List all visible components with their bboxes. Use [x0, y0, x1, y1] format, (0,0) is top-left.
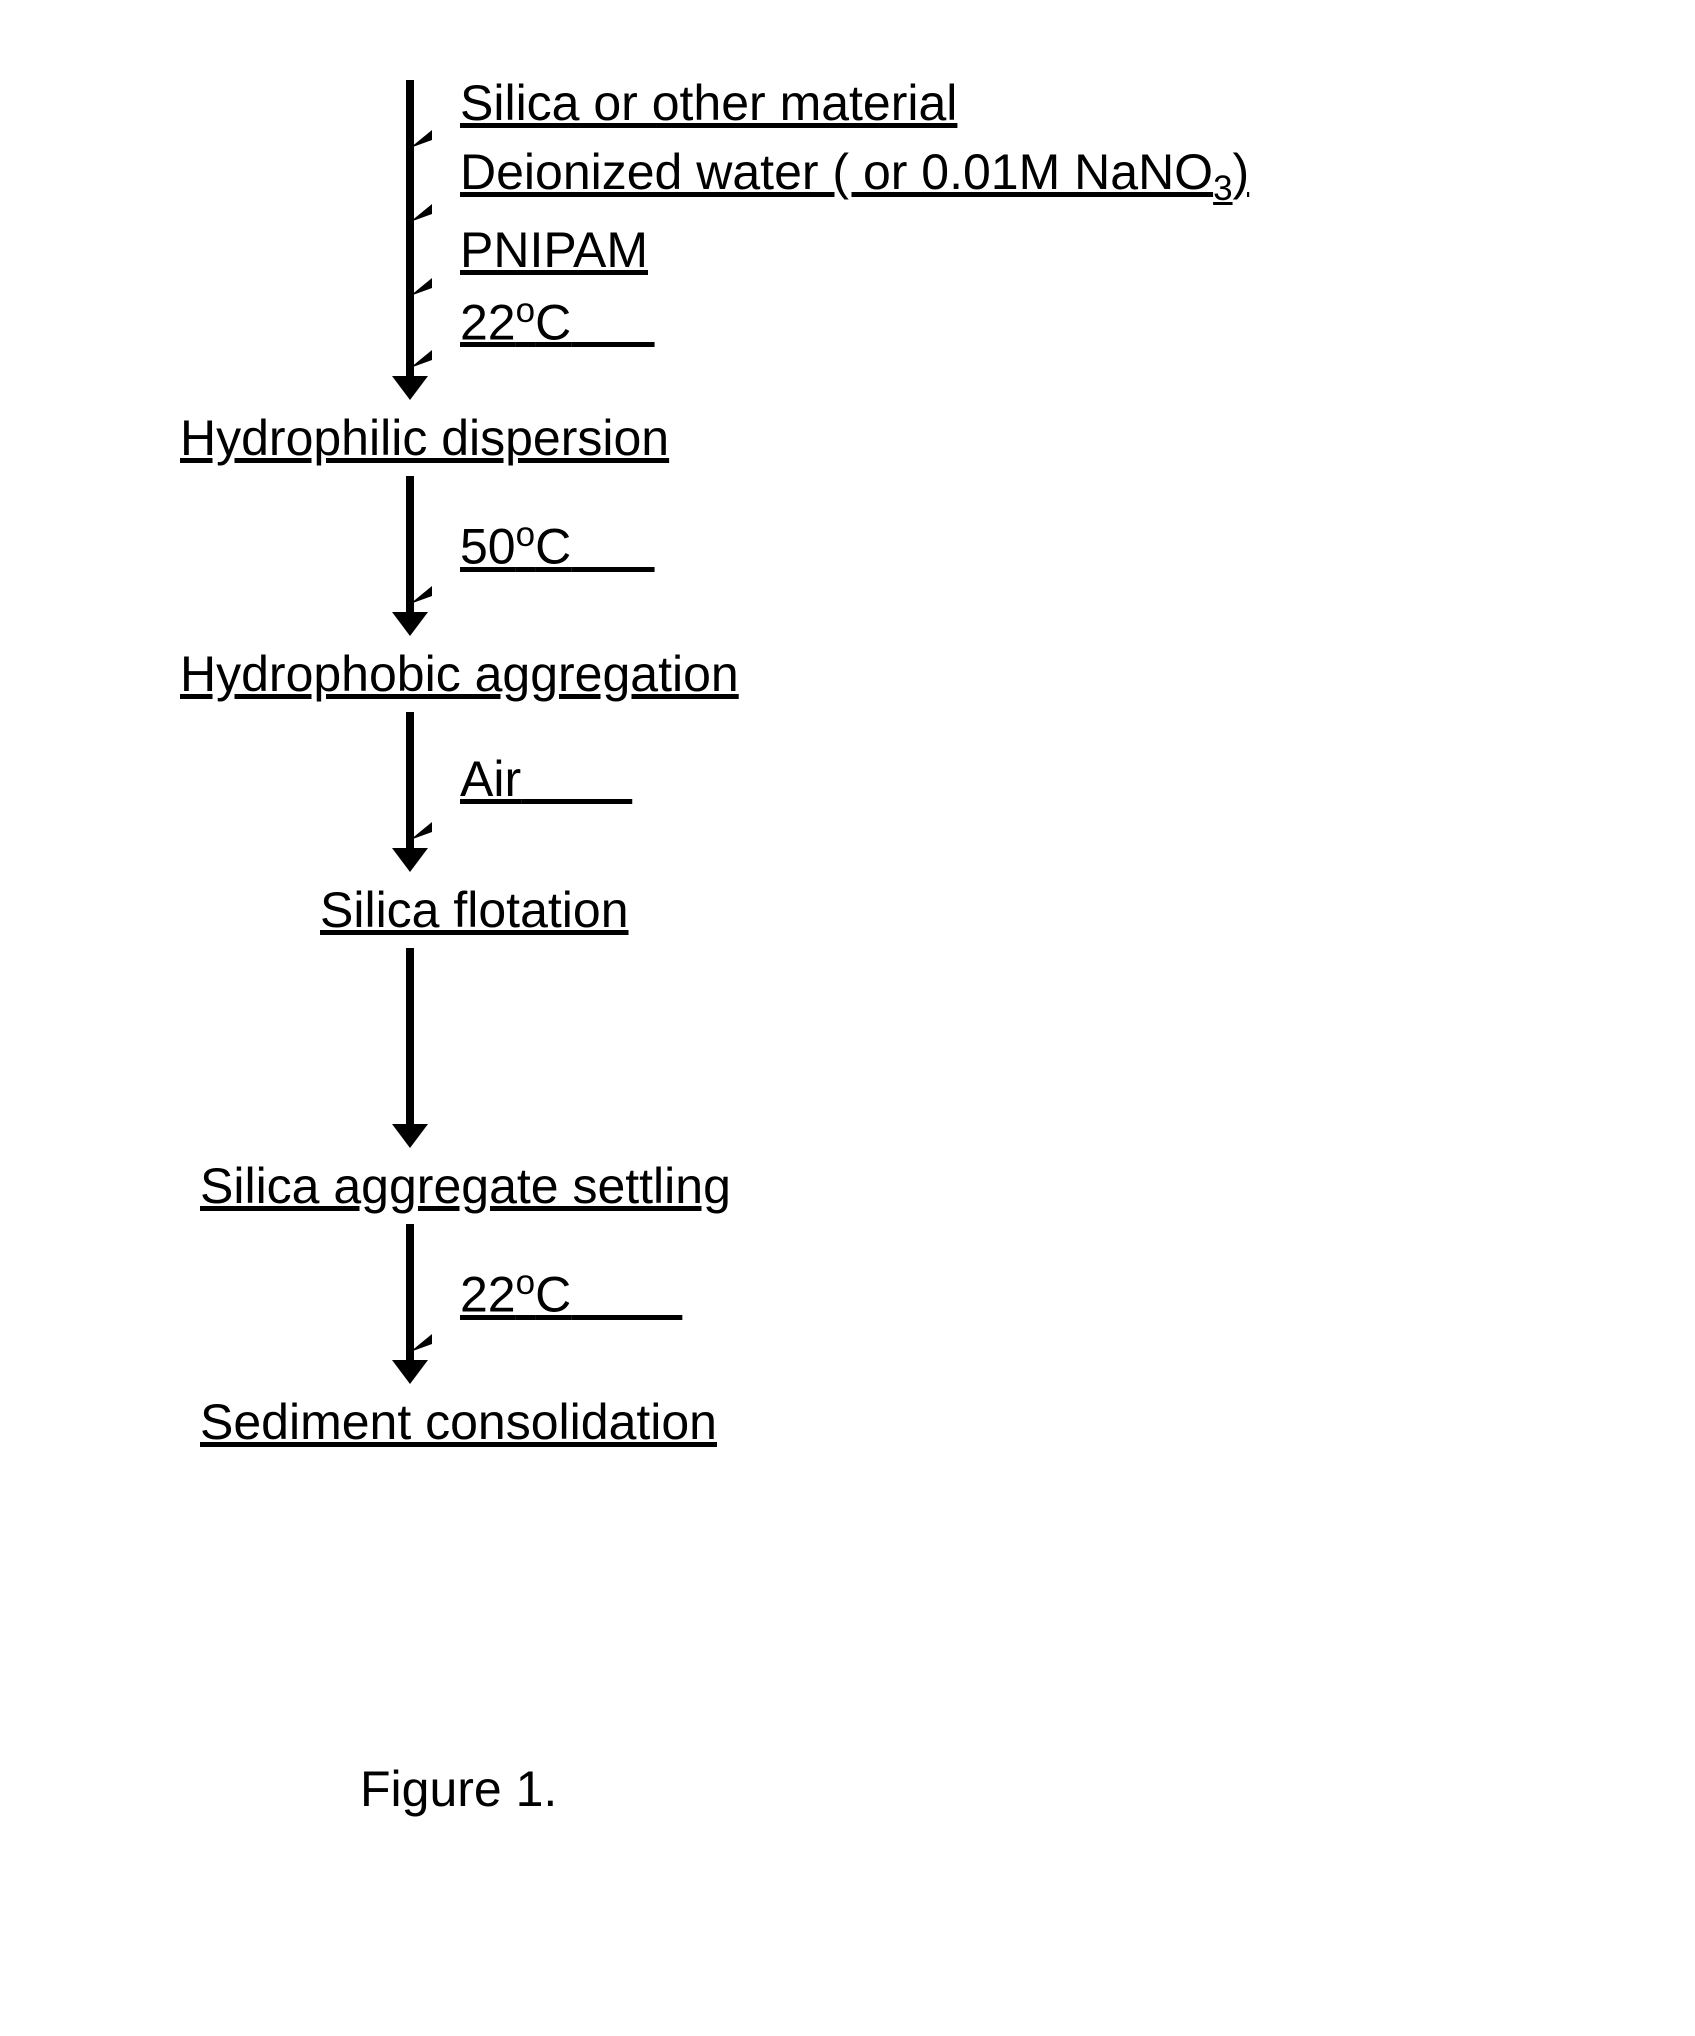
transition-2: Air	[180, 712, 1480, 872]
transition-1-label: 50oC	[460, 516, 655, 575]
transition-4: 22oC	[180, 1224, 1480, 1384]
transition-4-arrow-col	[180, 1224, 440, 1384]
top-merge-arrow	[380, 80, 440, 400]
transition-1: 50oC	[180, 476, 1480, 636]
input-temp-22: 22oC	[460, 292, 1249, 351]
transition-3-arrow	[380, 948, 440, 1148]
input-pnipam: PNIPAM	[460, 223, 1249, 278]
transition-2-label: Air	[460, 752, 632, 807]
state-hydrophobic-aggregation: Hydrophobic aggregation	[180, 636, 1480, 712]
top-input-section: Silica or other material Deionized water…	[180, 80, 1480, 400]
transition-2-arrow-col	[180, 712, 440, 872]
input-silica: Silica or other material	[460, 76, 1249, 131]
transition-4-arrow	[380, 1224, 440, 1384]
top-arrow-column	[180, 80, 440, 400]
transition-3-arrow-col	[180, 948, 440, 1148]
transition-2-arrow	[380, 712, 440, 872]
state-hydrophilic-dispersion: Hydrophilic dispersion	[180, 400, 1480, 476]
state-silica-aggregate-settling: Silica aggregate settling	[180, 1148, 1480, 1224]
figure-caption: Figure 1.	[360, 1760, 557, 1818]
state-silica-flotation: Silica flotation	[180, 872, 1480, 948]
transition-3	[180, 948, 1480, 1148]
transition-1-arrow	[380, 476, 440, 636]
input-water: Deionized water ( or 0.01M NaNO3)	[460, 145, 1249, 209]
flowchart-container: Silica or other material Deionized water…	[180, 80, 1480, 1460]
transition-4-label: 22oC	[460, 1264, 682, 1323]
transition-1-arrow-col	[180, 476, 440, 636]
state-sediment-consolidation: Sediment consolidation	[180, 1384, 1480, 1460]
top-input-labels: Silica or other material Deionized water…	[440, 80, 1249, 350]
